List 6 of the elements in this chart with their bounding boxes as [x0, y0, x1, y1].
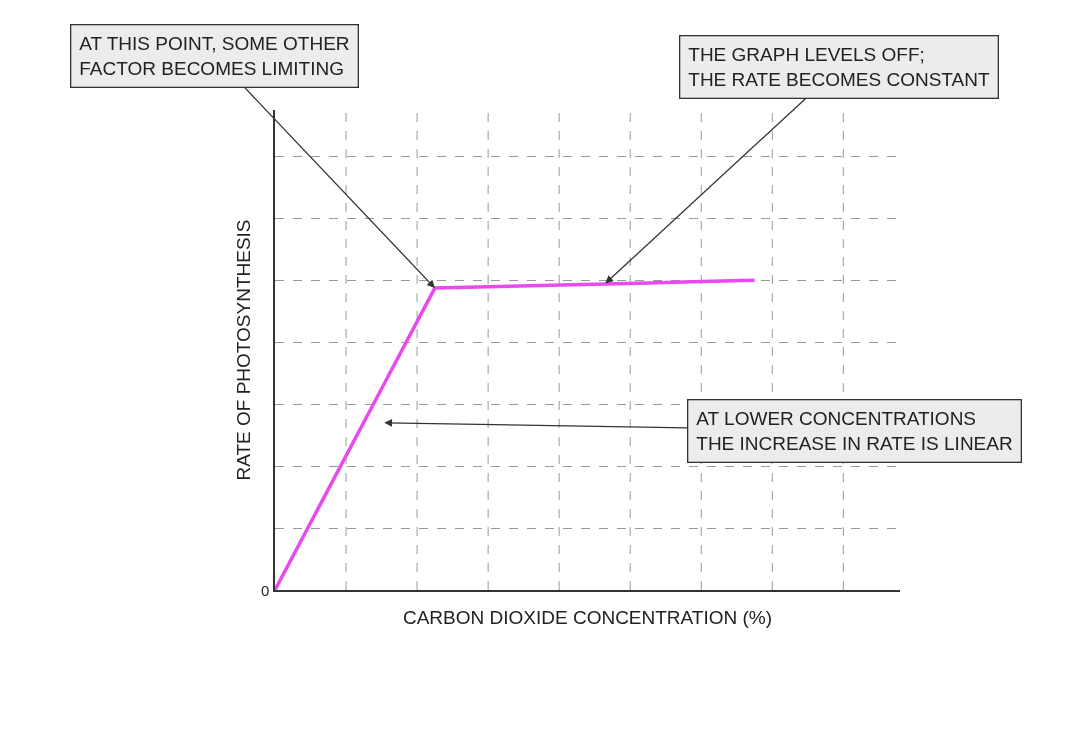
- y-axis-title: RATE OF PHOTOSYNTHESIS: [232, 219, 254, 481]
- annotation: AT LOWER CONCENTRATIONS THE INCREASE IN RATE IS LINEAR: [696, 408, 1013, 454]
- text: AT THIS POINT, SOME OTHER FACTOR BECOMES LIMITING: [79, 33, 350, 79]
- annotation: 0: [261, 582, 270, 599]
- x-axis-title: CARBON DIOXIDE CONCENTRATION (%): [402, 607, 773, 629]
- text: THE GRAPH LEVELS OFF; THE RATE BECOMES CONSTANT: [688, 44, 990, 90]
